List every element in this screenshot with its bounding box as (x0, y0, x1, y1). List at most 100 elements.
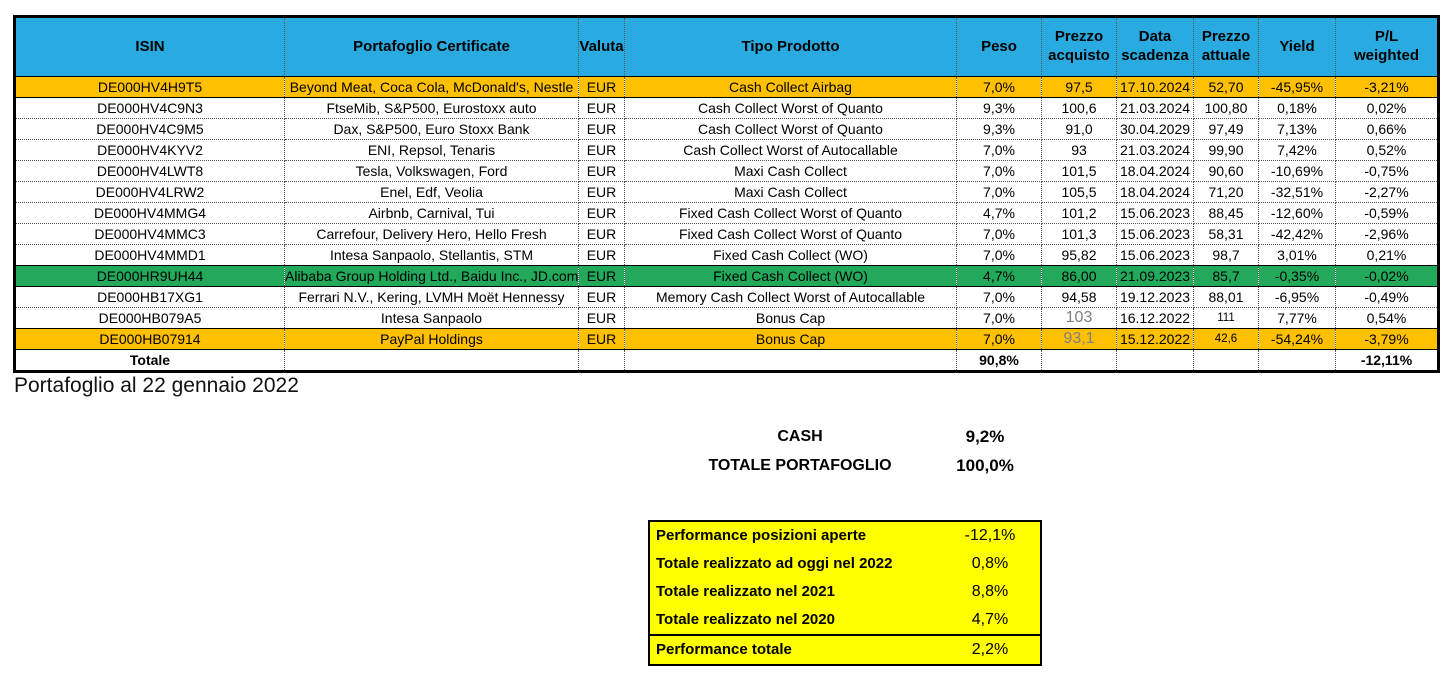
table-cell: 90,8% (956, 349, 1042, 372)
performance-value: 0,8% (971, 555, 1009, 572)
table-row: DE000HV4MMC3 Carrefour, Delivery Hero, He… (14, 223, 1439, 245)
table-cell: DE000HB17XG1 (14, 286, 285, 308)
table-cell: 97,5 (1041, 76, 1117, 98)
performance-row: Totale realizzato ad oggi nel 2022 0,8% (650, 550, 1040, 578)
table-cell: 7,42% (1258, 139, 1336, 161)
table-cell: 3,01% (1258, 244, 1336, 266)
column-header: Valuta (578, 16, 625, 77)
table-row: DE000HR9UH44 Alibaba Group Holding Ltd., … (14, 265, 1439, 287)
table-cell: 105,5 (1041, 181, 1117, 203)
table-row: DE000HV4MMG4 Airbnb, Carnival, Tui EUR Fixe… (14, 202, 1439, 224)
table-cell: EUR (578, 160, 625, 182)
table-cell: 7,0% (956, 223, 1042, 245)
table-cell: EUR (578, 307, 625, 329)
table-cell: Dax, S&P500, Euro Stoxx Bank (284, 118, 579, 140)
table-cell: 100,80 (1193, 97, 1259, 119)
table-cell: DE000HV4LRW2 (14, 181, 285, 203)
table-cell: 99,90 (1193, 139, 1259, 161)
table-cell: -45,95% (1258, 76, 1336, 98)
table-cell: Enel, Edf, Veolia (284, 181, 579, 203)
table-cell (1258, 349, 1336, 372)
column-header: ISIN (14, 16, 285, 77)
table-cell: 9,3% (956, 118, 1042, 140)
table-cell: 21.03.2024 (1116, 97, 1194, 119)
performance-row: Totale realizzato nel 2020 4,7% (650, 606, 1040, 634)
table-cell: -2,96% (1335, 223, 1439, 245)
total-portfolio-value: 100,0% (956, 456, 1014, 475)
table-cell: Bonus Cap (624, 328, 957, 350)
table-cell: EUR (578, 328, 625, 350)
table-cell: Cash Collect Airbag (624, 76, 957, 98)
table-cell: Bonus Cap (624, 307, 957, 329)
table-cell: DE000HB07914 (14, 328, 285, 350)
performance-value: -12,1% (964, 527, 1016, 544)
table-cell: Fixed Cash Collect Worst of Quanto (624, 223, 957, 245)
table-row: DE000HV4C9M5 Dax, S&P500, Euro Stoxx Bank… (14, 118, 1439, 140)
table-cell: Carrefour, Delivery Hero, Hello Fresh (284, 223, 579, 245)
table-cell: 7,0% (956, 328, 1042, 350)
table-cell: 86,00 (1041, 265, 1117, 287)
table-cell: 7,0% (956, 160, 1042, 182)
table-cell: 15.12.2022 (1116, 328, 1194, 350)
table-cell: 111 (1193, 307, 1259, 329)
table-cell: -10,69% (1258, 160, 1336, 182)
table-cell (1041, 349, 1117, 372)
table-cell: Memory Cash Collect Worst of Autocallabl… (624, 286, 957, 308)
table-cell (578, 349, 625, 372)
table-cell: Totale (14, 349, 285, 372)
table-row: DE000HV4C9N3 FtseMib, S&P500, Eurostoxx a… (14, 97, 1439, 119)
performance-value: 4,7% (971, 611, 1009, 628)
table-cell: 17.10.2024 (1116, 76, 1194, 98)
table-cell: Cash Collect Worst of Quanto (624, 118, 957, 140)
table-cell: 0,54% (1335, 307, 1439, 329)
table-cell: 16.12.2022 (1116, 307, 1194, 329)
performance-value: 8,8% (971, 583, 1009, 600)
table-cell: Alibaba Group Holding Ltd., Baidu Inc., … (284, 265, 579, 287)
table-cell: 103 (1041, 307, 1117, 329)
table-cell: EUR (578, 118, 625, 140)
column-header: Prezzo attuale (1193, 16, 1259, 77)
table-row: DE000HB07914 PayPal Holdings EUR Bonus Cap 7… (14, 328, 1439, 350)
table-row: DE000HB079A5 Intesa Sanpaolo EUR Bonus Cap 7… (14, 307, 1439, 329)
table-cell: Maxi Cash Collect (624, 181, 957, 203)
table-cell: Tesla, Volkswagen, Ford (284, 160, 579, 182)
performance-row: Totale realizzato nel 2021 8,8% (650, 578, 1040, 606)
table-row: DE000HV4LWT8 Tesla, Volkswagen, Ford EUR Ma… (14, 160, 1439, 182)
table-cell: Fixed Cash Collect Worst of Quanto (624, 202, 957, 224)
table-cell: 91,0 (1041, 118, 1117, 140)
table-cell: PayPal Holdings (284, 328, 579, 350)
table-cell: 85,7 (1193, 265, 1259, 287)
table-cell: Fixed Cash Collect (WO) (624, 244, 957, 266)
portfolio-table: ISIN Portafoglio Certificate Valuta Tipo Pr… (13, 15, 1440, 373)
table-cell: EUR (578, 202, 625, 224)
table-cell: 15.06.2023 (1116, 202, 1194, 224)
performance-row: Performance posizioni aperte -12,1% (650, 522, 1040, 550)
table-cell: 19.12.2023 (1116, 286, 1194, 308)
table-cell: EUR (578, 286, 625, 308)
table-cell: EUR (578, 139, 625, 161)
table-cell: -12,11% (1335, 349, 1439, 372)
table-cell: 4,7% (956, 265, 1042, 287)
table-cell: -3,21% (1335, 76, 1439, 98)
table-cell: -6,95% (1258, 286, 1336, 308)
table-row: DE000HV4H9T5 Beyond Meat, Coca Cola, McDo… (14, 76, 1439, 98)
table-cell: 7,0% (956, 307, 1042, 329)
table-cell (1193, 349, 1259, 372)
performance-rows: Performance posizioni aperte -12,1% Totale… (650, 522, 1040, 634)
table-cell: 30.04.2029 (1116, 118, 1194, 140)
certificates-table: ISIN Portafoglio Certificate Valuta Tipo Pr… (13, 15, 1440, 373)
table-cell: EUR (578, 76, 625, 98)
table-cell: 52,70 (1193, 76, 1259, 98)
table-cell: 71,20 (1193, 181, 1259, 203)
table-cell: -12,60% (1258, 202, 1336, 224)
performance-label: Totale realizzato nel 2020 (656, 611, 835, 628)
performance-label: Performance posizioni aperte (656, 527, 867, 544)
table-cell: 7,0% (956, 181, 1042, 203)
table-cell: 18.04.2024 (1116, 181, 1194, 203)
table-cell: EUR (578, 97, 625, 119)
table-header: ISIN Portafoglio Certificate Valuta Tipo Pr… (14, 16, 1439, 77)
table-cell: Cash Collect Worst of Quanto (624, 97, 957, 119)
table-row: DE000HV4MMD1 Intesa Sanpaolo, Stellantis,… (14, 244, 1439, 266)
column-header: Portafoglio Certificate (284, 16, 579, 77)
table-cell: 97,49 (1193, 118, 1259, 140)
